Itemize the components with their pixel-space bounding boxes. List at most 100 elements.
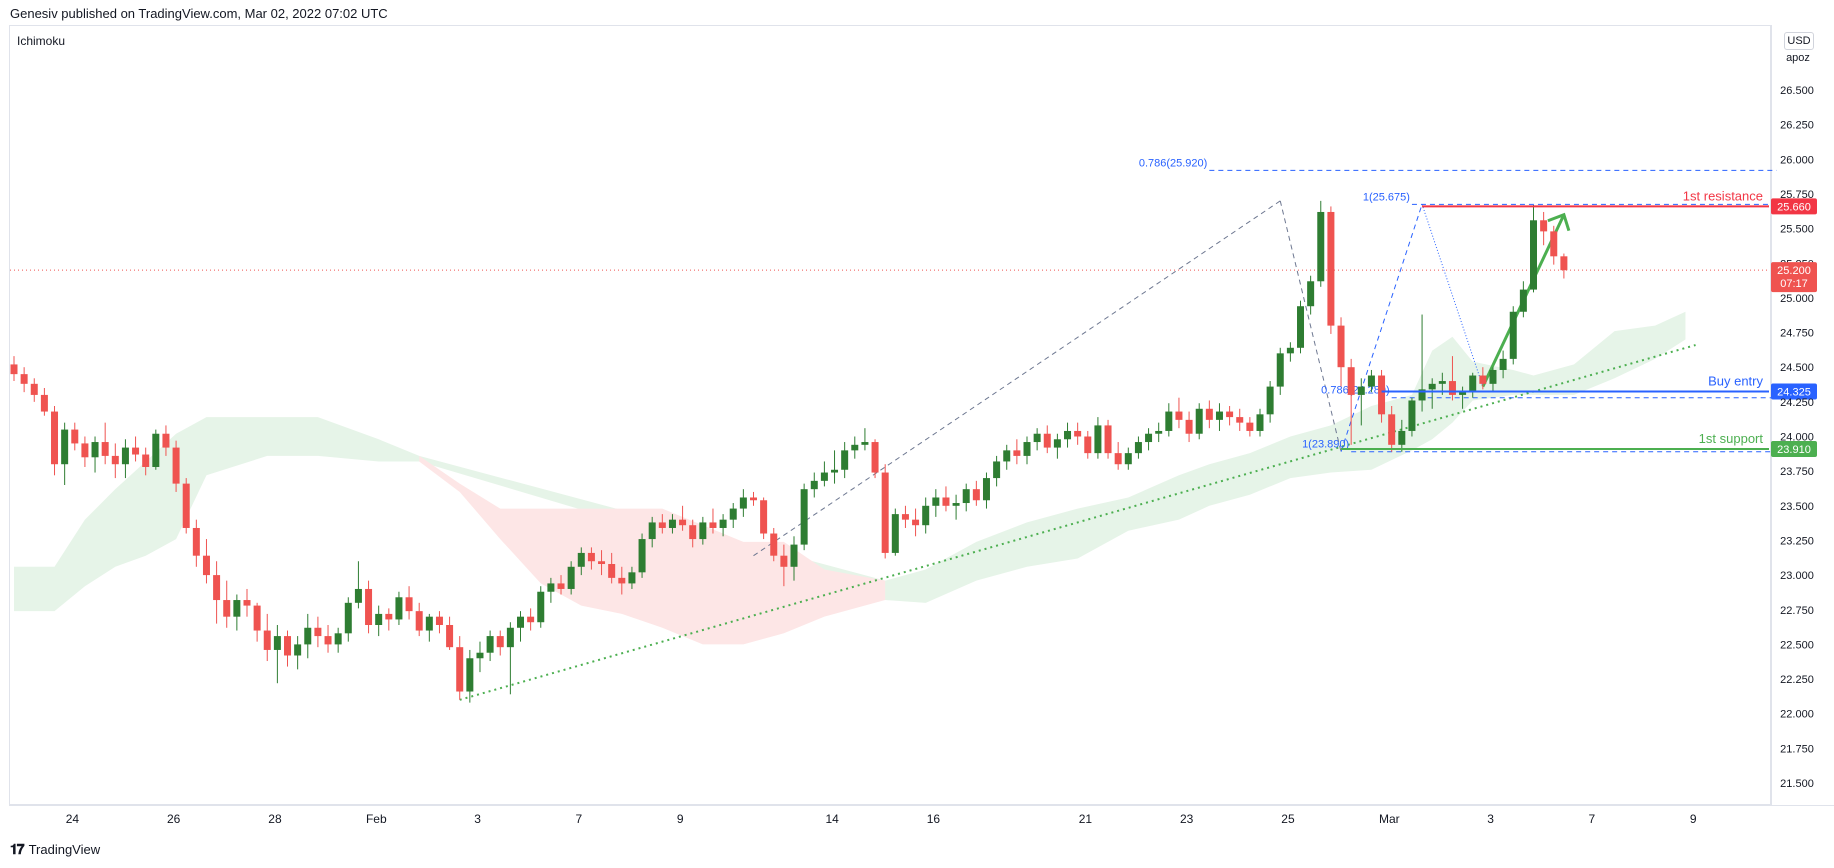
candle-body [284,636,292,656]
candle [1509,306,1517,365]
candle [1499,350,1507,379]
candle-body [1003,450,1011,462]
candle [1205,400,1213,429]
level-label: 1st support [1699,431,1764,446]
candle [1448,356,1456,401]
candle [132,436,140,462]
candle-body [638,539,646,573]
candle-body [942,497,950,506]
price-tick-label: 26.500 [1780,85,1814,97]
candle-body [1489,369,1497,384]
candle-body [162,433,170,448]
candle [385,608,393,631]
candle-body [213,575,221,601]
fib-level-label: 0.786(24.280) [1321,385,1390,397]
indicator-label[interactable]: Ichimoku [17,34,66,48]
candle-body [1469,375,1477,393]
candle-body [273,636,281,650]
candle [608,552,616,584]
fib-swing-line [1340,204,1423,452]
candle [263,613,271,662]
candle-body [618,577,626,584]
candle [932,489,940,517]
candle-body [1327,211,1335,326]
candle [121,439,129,479]
candle-body [1013,450,1021,456]
candle-body [1023,442,1031,456]
time-tick-label: 26 [167,812,181,826]
candle-body [537,591,545,623]
candle [1236,408,1244,431]
candle-body [851,444,859,451]
candle [172,440,180,492]
candlestick-series [10,200,1568,703]
candle [1398,419,1406,452]
current-price-text: 25.200 [1777,265,1811,277]
candle [1043,425,1051,454]
candle [253,602,261,642]
candle-body [1043,433,1051,448]
candle-body [1155,430,1163,434]
footer-brand: 𝟏𝟕 TradingView [10,841,100,858]
candle-body [1408,400,1416,431]
current-price-tag [1771,262,1817,293]
candle [1145,428,1153,451]
candle-body [243,600,251,606]
candle [1286,342,1294,362]
candle-body [861,442,869,445]
price-tick-label: 23.250 [1780,535,1814,547]
price-tick-label: 21.750 [1780,743,1814,755]
candle [91,436,99,473]
candle [1367,369,1375,393]
price-levels: 1st resistance 25.660 Buy entry 24.325 1st s… [1341,188,1817,457]
candle [517,611,524,642]
candle-body [1378,375,1386,415]
candle-body [679,519,687,526]
candle-body [972,489,980,501]
candle [395,591,403,625]
candle [1256,408,1264,437]
candle-body [375,613,383,625]
candle [1428,378,1436,409]
candle-body [729,508,737,520]
chart-drawings: 0.786(25.920) 1(25.675) 0.786(24.280) 1(23.… [10,157,1777,701]
currency-button[interactable]: USD [1784,32,1814,50]
candle [20,367,28,393]
candle [1053,433,1061,459]
candle-body [1246,422,1254,431]
candle [1408,397,1416,437]
publish-info: Genesiv published on TradingView.com, Ma… [10,6,388,21]
candle-body [1388,414,1396,445]
candle [709,508,717,534]
candle-body [1519,289,1527,312]
candle-body [476,652,484,659]
candle [952,494,960,520]
candle-body [1124,453,1132,465]
time-tick-label: 7 [1589,812,1596,826]
candle [1469,372,1477,398]
time-tick-label: 7 [576,812,583,826]
candle [1530,205,1537,293]
level-price-tag [1771,440,1817,457]
candle [679,505,687,531]
candle-body [1175,411,1183,420]
price-tick-label: 25.750 [1780,189,1814,201]
candle-body [405,597,413,612]
candle [1003,444,1011,470]
candle [1489,367,1497,393]
candle [547,577,555,603]
candle-body [446,624,454,648]
candle [354,561,362,609]
candle-body [1195,408,1203,434]
candle [1317,200,1325,287]
candle [1165,403,1173,437]
candle-body [648,522,656,540]
level-label: Buy entry [1708,373,1763,388]
candle [1479,367,1487,390]
candle [435,611,443,634]
candle-body [871,442,879,473]
candle [111,443,119,479]
candle [749,491,757,506]
candle [476,641,484,673]
